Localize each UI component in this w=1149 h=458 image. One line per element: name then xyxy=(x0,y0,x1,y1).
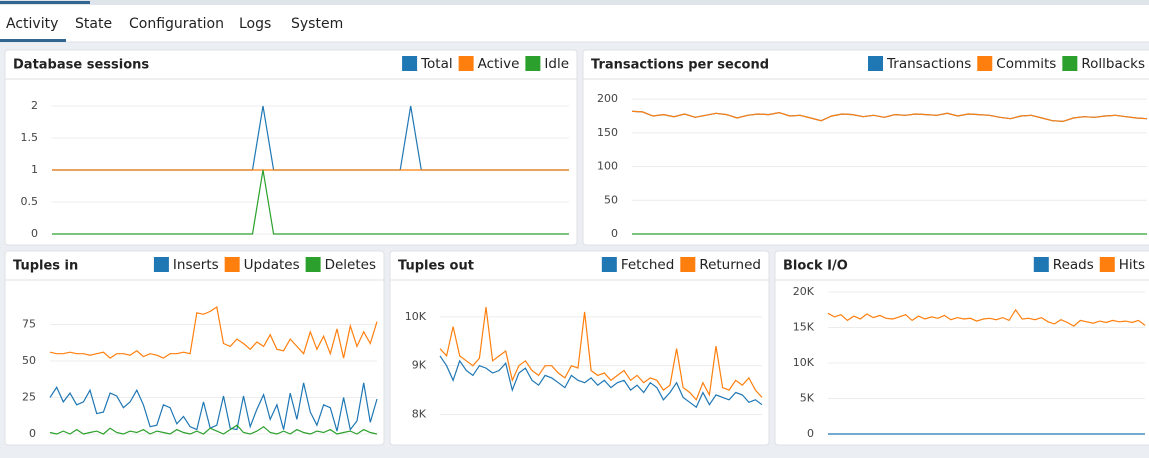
legend-label: Deletes xyxy=(325,257,376,273)
top-indicator xyxy=(0,1,90,4)
legend-label: Updates xyxy=(244,257,300,273)
panel-title: Tuples out xyxy=(398,259,474,274)
y-tick-label: 150 xyxy=(597,126,618,139)
panel xyxy=(389,250,770,446)
y-tick-label: 25 xyxy=(22,391,36,404)
panel xyxy=(774,250,1149,446)
series-line xyxy=(631,110,1148,123)
legend-swatch xyxy=(1062,56,1078,71)
y-tick-label: 2 xyxy=(31,99,38,112)
y-tick-label: 9K xyxy=(412,359,427,372)
y-tick-label: 50 xyxy=(22,354,36,367)
y-tick-label: 100 xyxy=(597,160,618,173)
y-tick-label: 0 xyxy=(807,427,814,440)
y-tick-label: 5K xyxy=(800,392,815,405)
legend-swatch xyxy=(153,257,169,272)
panel-title: Tuples in xyxy=(13,259,78,274)
legend-swatch xyxy=(458,56,474,71)
y-tick-label: 0 xyxy=(611,227,618,240)
y-tick-label: 200 xyxy=(597,92,618,105)
tab[interactable]: Activity xyxy=(6,16,58,32)
panel xyxy=(4,49,578,246)
y-tick-label: 10K xyxy=(405,310,427,323)
tab[interactable]: State xyxy=(75,16,112,32)
series-line xyxy=(49,424,378,435)
tab-bar xyxy=(0,5,1149,42)
y-tick-label: 8K xyxy=(412,407,427,420)
legend-swatch xyxy=(305,257,321,272)
legend-swatch xyxy=(977,56,993,71)
y-tick-label: 10K xyxy=(793,356,815,369)
legend-label: Rollbacks xyxy=(1081,56,1145,72)
legend-label: Fetched xyxy=(621,257,674,273)
panel-title: Block I/O xyxy=(783,259,848,274)
panel-title: Transactions per second xyxy=(591,58,769,73)
legend-swatch xyxy=(402,56,418,71)
legend-label: Reads xyxy=(1053,257,1094,273)
tab[interactable]: Configuration xyxy=(129,16,224,32)
legend-label: Transactions xyxy=(886,56,971,72)
series-line xyxy=(827,308,1146,327)
legend-label: Commits xyxy=(996,56,1056,72)
legend-swatch xyxy=(680,257,696,272)
legend-label: Inserts xyxy=(173,257,219,273)
legend-label: Total xyxy=(420,56,453,72)
y-tick-label: 1.5 xyxy=(21,131,39,144)
series-line xyxy=(49,305,378,359)
series-line xyxy=(52,169,569,235)
legend-swatch xyxy=(1033,257,1049,272)
panel-title: Database sessions xyxy=(13,58,149,73)
legend-label: Active xyxy=(478,56,520,72)
legend-swatch xyxy=(224,257,240,272)
top-strip xyxy=(0,0,1149,5)
series-line xyxy=(439,355,763,409)
tab[interactable]: System xyxy=(291,16,343,32)
legend-label: Returned xyxy=(699,257,761,273)
tab[interactable]: Logs xyxy=(239,16,271,32)
series-line xyxy=(49,382,378,432)
y-tick-label: 15K xyxy=(793,321,815,334)
y-tick-label: 50 xyxy=(604,193,618,206)
y-tick-label: 0 xyxy=(29,427,36,440)
y-tick-label: 20K xyxy=(793,285,815,298)
series-line xyxy=(439,307,763,401)
legend-swatch xyxy=(868,56,883,71)
legend-label: Hits xyxy=(1119,257,1145,273)
y-tick-label: 0 xyxy=(31,227,38,240)
active-tab-underline xyxy=(0,39,66,42)
legend-label: Idle xyxy=(544,56,569,72)
legend-swatch xyxy=(1099,257,1115,272)
legend-swatch xyxy=(525,56,541,71)
y-tick-label: 75 xyxy=(22,318,36,331)
y-tick-label: 1 xyxy=(31,163,38,176)
y-tick-label: 0.5 xyxy=(21,195,39,208)
legend-swatch xyxy=(601,257,617,272)
